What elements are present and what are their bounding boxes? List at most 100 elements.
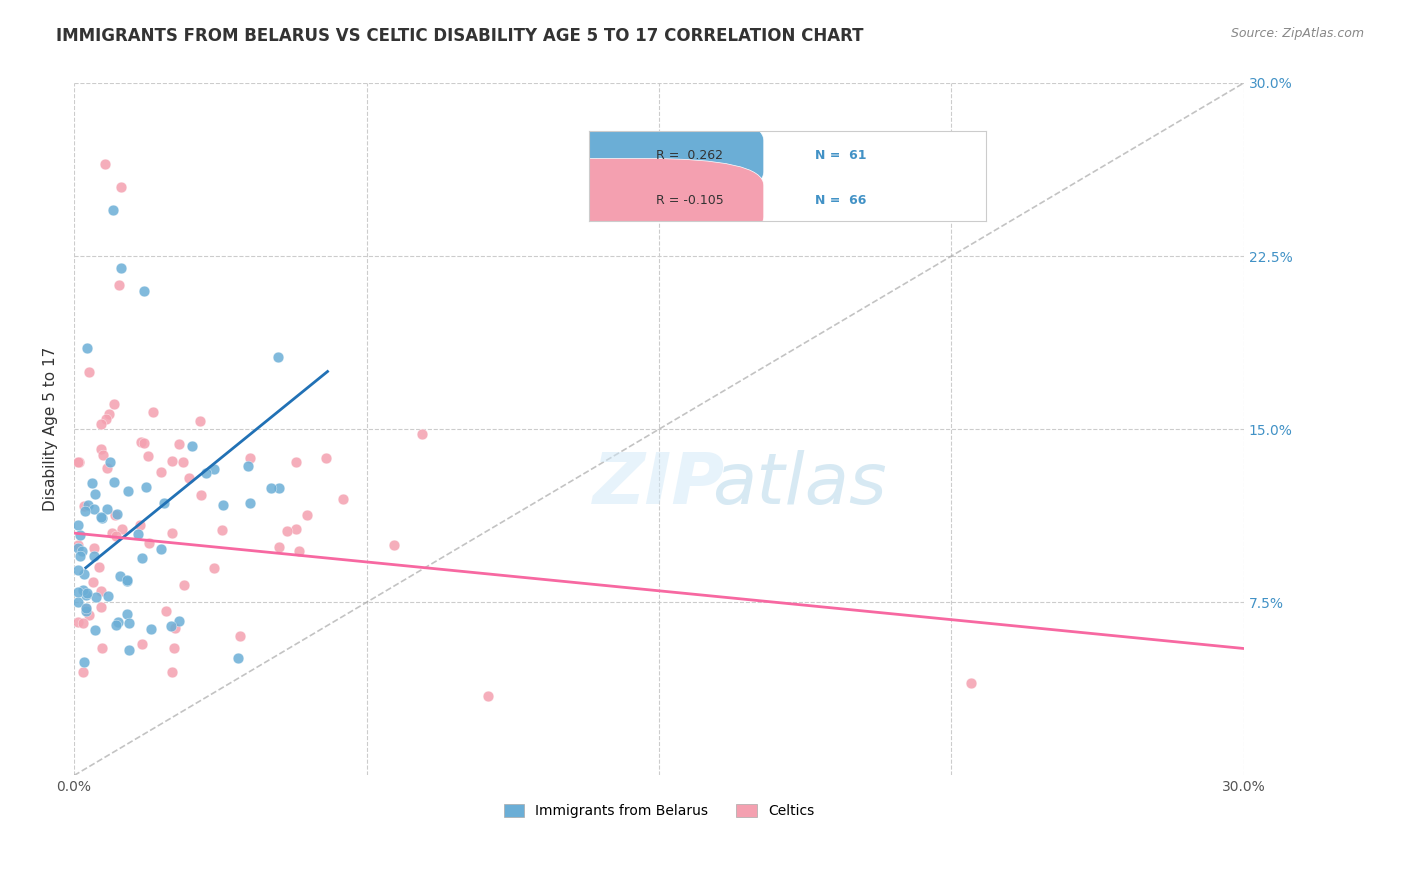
Celtics [190,488,212,502]
Celtics [155,604,177,618]
Immigrants from Belarus [75,600,97,615]
Immigrants from Belarus [150,541,173,556]
Celtics [89,560,111,574]
Celtics [77,365,100,379]
Celtics [104,508,127,523]
Immigrants from Belarus [117,574,139,588]
Celtics [165,621,187,635]
Immigrants from Belarus [110,568,132,582]
Celtics [411,427,433,442]
Immigrants from Belarus [117,607,139,621]
Immigrants from Belarus [226,651,249,665]
Immigrants from Belarus [69,549,91,563]
Text: atlas: atlas [711,450,887,519]
Immigrants from Belarus [73,504,96,518]
Celtics [72,665,94,680]
Immigrants from Belarus [66,585,89,599]
Celtics [67,538,90,552]
Immigrants from Belarus [134,284,156,298]
Celtics [167,437,190,451]
Celtics [90,584,112,599]
Celtics [91,448,114,462]
Immigrants from Belarus [236,458,259,473]
Celtics [267,540,290,554]
Immigrants from Belarus [77,498,100,512]
Text: ZIP: ZIP [593,450,725,519]
Celtics [160,526,183,541]
Celtics [66,455,89,469]
Celtics [295,508,318,522]
Immigrants from Belarus [131,550,153,565]
Celtics [91,640,114,655]
Celtics [177,471,200,485]
Immigrants from Belarus [75,588,97,602]
Celtics [83,541,105,555]
Celtics [66,615,89,629]
Celtics [94,157,117,171]
Celtics [96,461,118,475]
Immigrants from Belarus [66,595,89,609]
Immigrants from Belarus [84,590,107,604]
Immigrants from Belarus [105,617,128,632]
Celtics [94,412,117,426]
Celtics [129,435,152,450]
Celtics [239,451,262,466]
Immigrants from Belarus [76,586,98,600]
Celtics [173,577,195,591]
Immigrants from Belarus [212,498,235,512]
Celtics [131,636,153,650]
Immigrants from Belarus [66,518,89,533]
Immigrants from Belarus [96,502,118,516]
Immigrants from Belarus [135,480,157,494]
Celtics [128,518,150,533]
Immigrants from Belarus [83,549,105,563]
Celtics [211,523,233,537]
Immigrants from Belarus [115,574,138,588]
Immigrants from Belarus [76,341,98,355]
Immigrants from Belarus [260,481,283,495]
Immigrants from Belarus [204,462,226,476]
Celtics [382,538,405,552]
Immigrants from Belarus [73,655,96,669]
Immigrants from Belarus [267,482,290,496]
Immigrants from Belarus [101,202,124,217]
Celtics [160,665,183,679]
Immigrants from Belarus [159,618,181,632]
Celtics [82,575,104,590]
Celtics [276,524,298,538]
Celtics [150,466,173,480]
Celtics [72,615,94,630]
Celtics [90,442,112,456]
Immigrants from Belarus [70,543,93,558]
Celtics [138,536,160,550]
Celtics [98,407,121,421]
Celtics [79,607,101,622]
Immigrants from Belarus [167,614,190,628]
Text: Source: ZipAtlas.com: Source: ZipAtlas.com [1230,27,1364,40]
Celtics [132,435,155,450]
Immigrants from Belarus [180,439,202,453]
Celtics [90,417,112,431]
Immigrants from Belarus [153,496,176,510]
Celtics [72,499,94,513]
Immigrants from Belarus [72,582,94,597]
Celtics [67,455,90,469]
Immigrants from Belarus [103,475,125,490]
Immigrants from Belarus [75,604,97,618]
Immigrants from Belarus [66,563,89,577]
Celtics [142,405,165,419]
Celtics [284,522,307,536]
Legend: Immigrants from Belarus, Celtics: Immigrants from Belarus, Celtics [498,799,820,824]
Immigrants from Belarus [139,623,162,637]
Immigrants from Belarus [118,643,141,657]
Celtics [960,676,983,690]
Immigrants from Belarus [98,455,121,469]
Immigrants from Belarus [90,509,112,524]
Immigrants from Belarus [110,260,132,275]
Celtics [202,560,225,574]
Celtics [288,544,311,558]
Celtics [163,641,186,656]
Celtics [188,414,211,428]
Celtics [332,491,354,506]
Immigrants from Belarus [66,541,89,555]
